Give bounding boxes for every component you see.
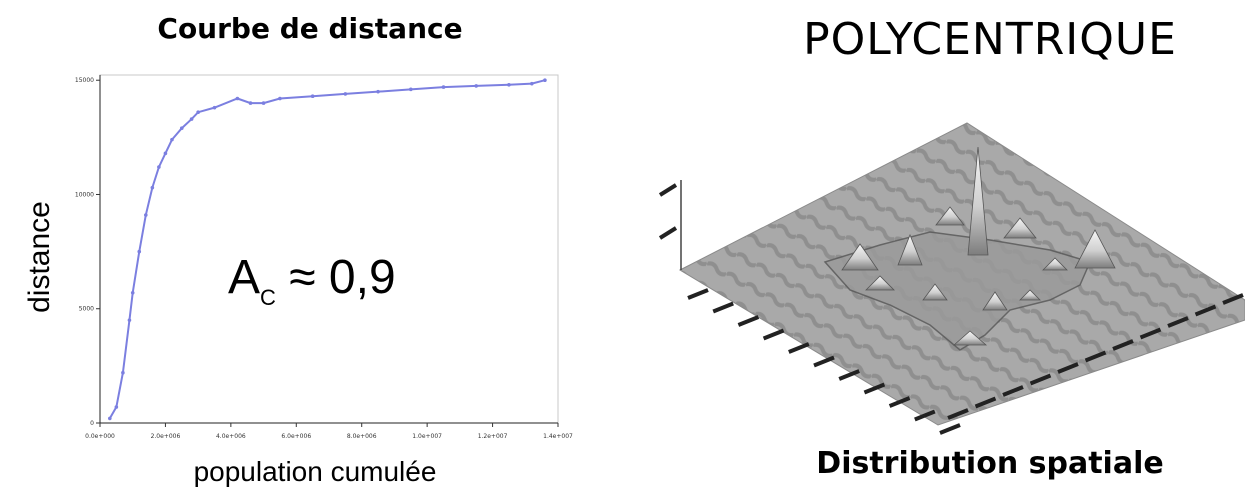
x-tick-label: 1.2e+007 <box>478 433 508 440</box>
data-point <box>114 405 119 409</box>
data-point <box>235 96 240 101</box>
x-tick-label: 0.0e+000 <box>85 433 115 440</box>
data-point <box>261 101 266 105</box>
x-tick-label: 8.0e+006 <box>347 433 377 440</box>
surface-peak <box>1019 289 1041 301</box>
surface-peak <box>1042 257 1068 271</box>
right-edge-tick <box>1029 373 1052 386</box>
central-cluster-ridges <box>823 231 1092 351</box>
surface-peak <box>982 291 1008 311</box>
data-point <box>130 290 135 295</box>
right-edge-tick <box>1167 316 1189 328</box>
left-edge-tick <box>762 328 785 341</box>
y-tick-label: 15000 <box>75 77 94 84</box>
x-tick-label: 1.4e+007 <box>543 433 573 440</box>
right-edge-tick <box>1084 350 1107 363</box>
right-edge-tick <box>974 396 997 409</box>
annotation-value: ≈ 0,9 <box>275 251 396 304</box>
right-edge-tick <box>947 408 969 420</box>
data-point <box>121 370 125 375</box>
data-point <box>474 84 479 88</box>
data-point <box>163 151 168 156</box>
annotation-main: A <box>228 251 261 304</box>
right-edge-tick <box>1112 339 1134 351</box>
x-tick-label: 2.0e+006 <box>151 433 181 440</box>
data-point <box>408 87 413 92</box>
data-point <box>278 96 282 101</box>
right-edge-tick <box>1002 385 1024 397</box>
data-point <box>189 117 194 121</box>
y-tick-label: 5000 <box>79 306 94 313</box>
chart-title: Courbe de distance <box>157 12 463 45</box>
left-edge-tick <box>813 355 835 368</box>
data-point <box>144 213 148 217</box>
left-edge-tick <box>687 288 709 300</box>
left-edge-tick <box>914 409 936 422</box>
surface-peak <box>1074 229 1116 269</box>
surface-peak <box>841 243 879 271</box>
annotation-sub: C <box>260 285 276 310</box>
vertical-axis-tick <box>658 226 678 240</box>
ac-coefficient-annotation: AC ≈ 0,9 <box>228 250 396 310</box>
data-point <box>157 165 161 169</box>
distance-series-line <box>108 79 546 419</box>
y-tick-label: 10000 <box>75 191 94 198</box>
data-point <box>212 105 217 110</box>
right-edge-tick <box>1222 293 1244 305</box>
data-point <box>127 318 132 322</box>
y-tick-label: 0 <box>90 420 94 427</box>
data-point <box>150 185 155 190</box>
x-tick-label: 4.0e+006 <box>216 433 246 440</box>
left-edge-tick <box>737 315 760 327</box>
data-point <box>543 78 547 83</box>
x-axis-label: population cumulée <box>193 456 437 487</box>
right-edge-tick <box>1194 304 1217 317</box>
left-edge-tick <box>939 423 961 435</box>
surface-peak <box>1003 217 1037 239</box>
data-point <box>248 101 253 105</box>
data-point <box>170 137 174 142</box>
data-point <box>507 82 511 87</box>
data-point <box>108 416 112 421</box>
surface-peak <box>897 233 923 266</box>
data-point <box>376 89 380 94</box>
polycentric-title: POLYCENTRIQUE <box>803 14 1177 65</box>
data-point <box>310 94 315 99</box>
vertical-axis-tick <box>658 183 678 197</box>
data-point <box>343 92 348 96</box>
data-point <box>137 249 142 254</box>
surface-peak <box>865 275 895 291</box>
surface-peak <box>922 283 948 301</box>
left-edge-tick <box>888 396 911 408</box>
data-point <box>441 85 446 89</box>
x-tick-label: 6.0e+006 <box>281 433 311 440</box>
data-point <box>196 110 200 115</box>
right-edge-tick <box>1057 362 1079 374</box>
data-point <box>530 81 534 86</box>
left-edge-tick <box>838 369 860 381</box>
right-edge-tick <box>1139 327 1162 340</box>
spatial-distribution-caption: Distribution spatiale <box>816 446 1164 481</box>
data-point <box>179 126 184 131</box>
surface-peak <box>935 206 965 226</box>
surface-peak <box>952 330 988 346</box>
left-edge-tick <box>788 342 810 354</box>
x-tick-label: 1.0e+007 <box>412 433 442 440</box>
left-edge-tick <box>863 382 886 395</box>
surface-peak <box>967 146 989 256</box>
left-edge-tick <box>712 301 734 314</box>
